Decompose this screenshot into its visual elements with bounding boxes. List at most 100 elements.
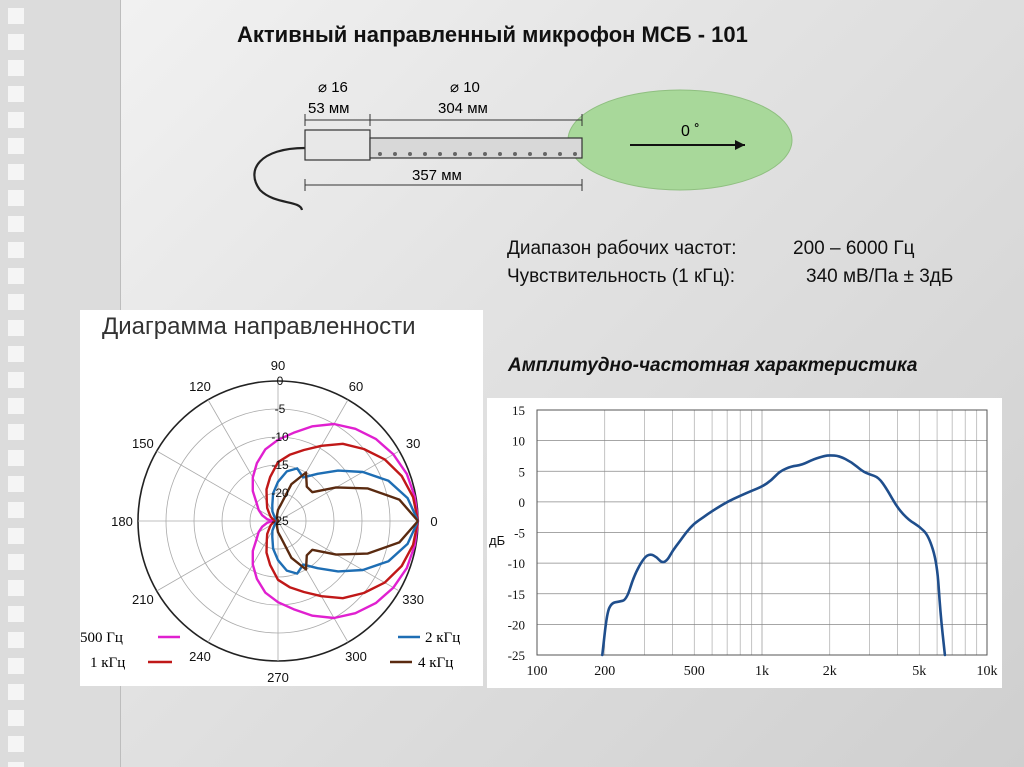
afc-x-tick-label: 2k: [823, 664, 837, 679]
head-length-label: 53 мм: [308, 100, 349, 117]
film-square: [8, 320, 24, 336]
tube-hole: [498, 152, 502, 156]
polar-radial-tick-label: -25: [271, 514, 289, 528]
polar-angle-tick-label: 240: [189, 649, 211, 664]
polar-grid-spoke: [278, 521, 348, 642]
angle-label: 0 ˚: [681, 123, 700, 140]
film-square: [8, 346, 24, 362]
polar-angle-tick-label: 60: [349, 379, 363, 394]
film-square: [8, 554, 24, 570]
polar-radial-tick-label: -15: [271, 458, 289, 472]
polar-angle-tick-label: 270: [267, 670, 289, 685]
afc-x-tick-label: 500: [684, 664, 705, 679]
polar-chart-panel: Диаграмма направленности 0 30 60 90 120 150 18…: [80, 310, 483, 686]
film-square: [8, 190, 24, 206]
film-square: [8, 86, 24, 102]
frequency-response-panel: 15 10 5 0 -5 -10 -15 -20 -25 100 200 500 1k 2k 5k 10k дБ: [487, 398, 1002, 688]
film-square: [8, 398, 24, 414]
afc-y-tick-label: 10: [512, 434, 525, 449]
afc-y-tick-label: -15: [508, 587, 525, 602]
afc-x-tick-label: 100: [527, 664, 548, 679]
polar-radial-tick-label: -10: [271, 430, 289, 444]
tube-hole: [528, 152, 532, 156]
afc-x-tick-label: 1k: [755, 664, 769, 679]
tube-hole: [423, 152, 427, 156]
afc-y-tick-label: 15: [512, 403, 525, 418]
film-square: [8, 112, 24, 128]
tube-hole: [573, 152, 577, 156]
legend-label-2khz: 2 кГц: [425, 630, 460, 646]
polar-grid-spoke: [278, 521, 399, 591]
film-square: [8, 216, 24, 232]
tube-hole: [513, 152, 517, 156]
afc-y-tick-label: -20: [508, 617, 525, 632]
legend-label-4khz: 4 кГц: [418, 655, 453, 671]
tube-hole: [558, 152, 562, 156]
polar-radial-tick-label: -5: [275, 402, 286, 416]
sensitivity-value: 340 мВ/Па ± 3дБ: [806, 266, 953, 288]
film-square: [8, 762, 24, 767]
tube-hole: [393, 152, 397, 156]
polar-angle-tick-label: 210: [132, 592, 154, 607]
polar-grid-spoke: [278, 451, 399, 521]
tube-hole: [483, 152, 487, 156]
pickup-lobe: [568, 90, 792, 190]
slide-title: Активный направленный микрофон МСБ - 101: [237, 22, 748, 48]
polar-angle-tick-label: 150: [132, 436, 154, 451]
total-length-label: 357 мм: [412, 167, 462, 184]
microphone-drawing: ⌀ 16 53 мм ⌀ 10 304 мм 357 мм 0 ˚: [240, 70, 830, 220]
tube-hole: [438, 152, 442, 156]
film-square: [8, 684, 24, 700]
mic-head: [305, 130, 370, 160]
afc-x-tick-label: 5k: [912, 664, 926, 679]
afc-response-line: [602, 455, 945, 655]
head-diameter-label: ⌀ 16: [318, 79, 348, 96]
film-square: [8, 606, 24, 622]
film-square: [8, 242, 24, 258]
sensitivity-label: Чувствительность (1 кГц):: [507, 266, 735, 288]
film-square: [8, 60, 24, 76]
film-square: [8, 372, 24, 388]
mic-cable: [254, 148, 305, 210]
tube-length-label: 304 мм: [438, 100, 488, 117]
tube-hole: [378, 152, 382, 156]
polar-angle-tick-label: 180: [111, 514, 133, 529]
tube-hole: [468, 152, 472, 156]
film-square: [8, 8, 24, 24]
afc-x-tick-label: 10k: [977, 664, 998, 679]
film-square: [8, 632, 24, 648]
polar-radial-tick-label: 0: [277, 374, 284, 388]
film-square: [8, 476, 24, 492]
afc-y-axis-label: дБ: [489, 533, 505, 548]
film-square: [8, 164, 24, 180]
tube-hole: [543, 152, 547, 156]
tube-diameter-label: ⌀ 10: [450, 79, 480, 96]
afc-x-tick-label: 200: [594, 664, 615, 679]
polar-angle-tick-label: 90: [271, 358, 285, 373]
mic-tube: [370, 138, 582, 158]
polar-angle-tick-label: 300: [345, 649, 367, 664]
film-square: [8, 424, 24, 440]
film-square: [8, 736, 24, 752]
legend-label-500hz: 500 Гц: [80, 630, 123, 646]
film-square: [8, 528, 24, 544]
afc-y-tick-label: -10: [508, 556, 525, 571]
polar-angle-tick-label: 0: [430, 514, 437, 529]
afc-y-tick-label: -25: [508, 648, 525, 663]
film-square: [8, 34, 24, 50]
polar-chart: 0 30 60 90 120 150 180 210 240 270 300 330 0 -5 -10 -15…: [80, 310, 483, 686]
film-square: [8, 580, 24, 596]
film-square: [8, 710, 24, 726]
film-square: [8, 450, 24, 466]
legend-label-1khz: 1 кГц: [90, 655, 125, 671]
polar-radial-tick-label: -20: [271, 486, 289, 500]
polar-angle-tick-label: 120: [189, 379, 211, 394]
tube-hole: [408, 152, 412, 156]
freq-range-value: 200 – 6000 Гц: [793, 238, 915, 260]
film-square: [8, 502, 24, 518]
film-square: [8, 658, 24, 674]
afc-y-tick-label: 0: [519, 495, 526, 510]
film-square: [8, 138, 24, 154]
afc-y-tick-label: 5: [519, 464, 526, 479]
